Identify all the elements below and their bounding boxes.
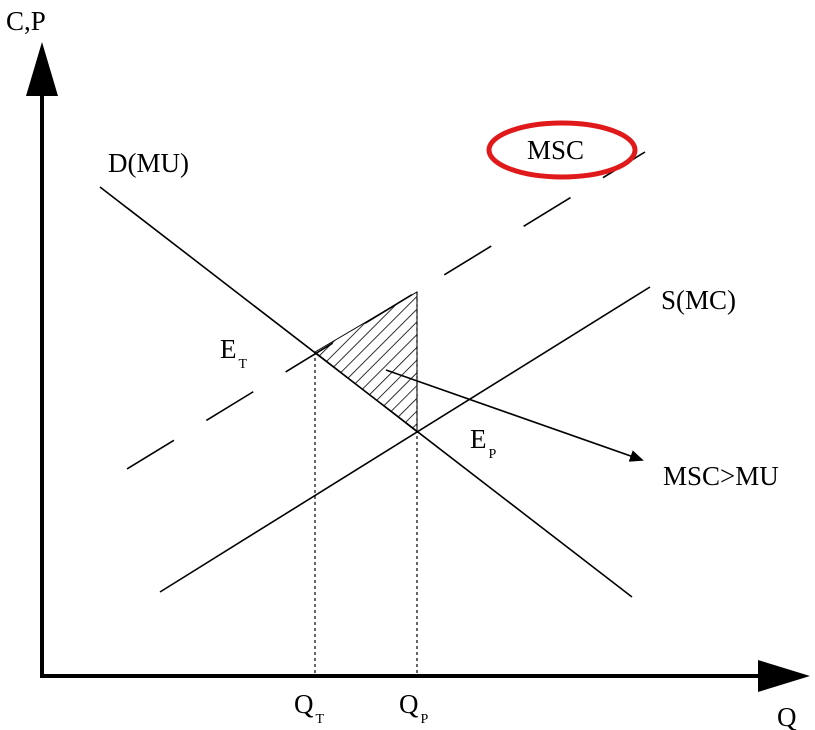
- demand-curve-label: D(MU): [108, 148, 189, 178]
- q-p-main: Q: [399, 689, 419, 719]
- e-t-label: ET: [220, 334, 248, 372]
- msc-curve-label: MSC: [527, 135, 584, 165]
- y-axis-label: C,P: [6, 6, 46, 36]
- q-t-main: Q: [294, 689, 314, 719]
- msc-highlight-circle: [486, 120, 638, 180]
- q-t-label: QT: [294, 689, 325, 727]
- x-axis-arrow-icon: [758, 660, 810, 692]
- y-axis-arrow-icon: [26, 42, 58, 96]
- supply-curve-label: S(MC): [661, 285, 736, 315]
- q-t-subscript: T: [316, 712, 325, 727]
- annotation-arrow: [385, 369, 644, 462]
- welfare-loss-area: [314, 291, 418, 434]
- e-p-label: EP: [470, 424, 497, 462]
- msc-curve: [126, 151, 646, 470]
- e-p-subscript: P: [489, 447, 497, 462]
- x-axis-label: Q: [777, 702, 797, 730]
- demand-curve: [99, 186, 633, 598]
- e-p-main: E: [470, 424, 487, 454]
- e-t-main: E: [220, 334, 237, 364]
- q-p-subscript: P: [421, 712, 429, 727]
- supply-curve: [159, 286, 651, 593]
- q-p-label: QP: [399, 689, 429, 727]
- e-t-subscript: T: [239, 357, 248, 372]
- annotation-label: MSC>MU: [663, 461, 779, 491]
